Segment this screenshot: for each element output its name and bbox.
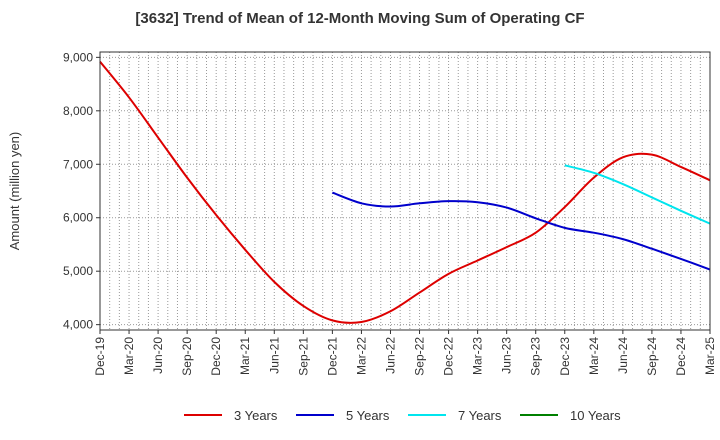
x-tick-label: Sep-23 — [529, 337, 543, 376]
y-tick-label: 7,000 — [63, 157, 93, 171]
series-line-3-years — [99, 60, 711, 324]
x-tick-label: Sep-24 — [645, 337, 659, 376]
x-tick-label: Dec-21 — [325, 337, 339, 376]
y-tick-label: 9,000 — [63, 50, 93, 64]
legend-label-10-years: 10 Years — [570, 407, 621, 423]
y-tick-label: 5,000 — [63, 264, 93, 278]
y-axis-label: Amount (million yen) — [7, 132, 22, 251]
x-axis-ticks: Dec-19 Mar-20 Jun-20 Sep-20 Dec-20 Mar-21 Jun-… — [93, 330, 717, 376]
x-tick-label: Jun-22 — [383, 337, 397, 374]
series-line-5-years — [332, 191, 711, 271]
plot-border — [99, 51, 711, 331]
legend-label-3-years: 3 Years — [234, 407, 278, 423]
x-tick-label: Mar-24 — [587, 337, 601, 375]
x-tick-label: Sep-21 — [296, 337, 310, 376]
legend-item-7-years: 7 Years — [408, 404, 501, 426]
chart-title: [3632] Trend of Mean of 12-Month Moving … — [135, 10, 585, 27]
x-tick-label: Jun-21 — [267, 337, 281, 374]
legend-label-7-years: 7 Years — [458, 407, 502, 423]
x-tick-label: Mar-23 — [471, 337, 485, 375]
x-tick-label: Jun-23 — [500, 337, 514, 374]
legend-item-10-years: 10 Years — [520, 404, 621, 426]
y-tick-label: 8,000 — [63, 104, 93, 118]
grid-lines — [100, 52, 710, 330]
x-tick-label: Jun-24 — [616, 337, 630, 374]
y-tick-label: 6,000 — [63, 211, 93, 225]
y-axis-ticks: 4,000 5,000 6,000 7,000 8,000 9,000 — [63, 50, 100, 332]
series-line-7-years — [564, 164, 711, 225]
legend-swatch-3-years — [184, 414, 222, 416]
y-tick-label: 4,000 — [63, 318, 93, 332]
x-tick-label: Sep-20 — [180, 337, 194, 376]
x-tick-label: Mar-25 — [703, 337, 717, 375]
legend-item-3-years: 3 Years — [184, 404, 277, 426]
legend-swatch-10-years — [520, 414, 558, 416]
x-tick-label: Dec-19 — [93, 337, 107, 376]
plot-background — [100, 52, 710, 330]
legend-item-5-years: 5 Years — [296, 404, 389, 426]
legend-swatch-5-years — [296, 414, 334, 416]
x-tick-label: Dec-22 — [442, 337, 456, 376]
x-tick-label: Dec-23 — [558, 337, 572, 376]
x-tick-label: Mar-22 — [354, 337, 368, 375]
x-tick-label: Jun-20 — [151, 337, 165, 374]
legend-label-5-years: 5 Years — [346, 407, 390, 423]
x-tick-label: Dec-24 — [674, 337, 688, 376]
legend: 3 Years 5 Years 7 Years 10 Years — [0, 404, 720, 426]
x-tick-label: Dec-20 — [209, 337, 223, 376]
series-lines — [99, 60, 711, 324]
x-tick-label: Mar-20 — [122, 337, 136, 375]
legend-swatch-7-years — [408, 414, 446, 416]
x-tick-label: Sep-22 — [413, 337, 427, 376]
x-tick-label: Mar-21 — [238, 337, 252, 375]
